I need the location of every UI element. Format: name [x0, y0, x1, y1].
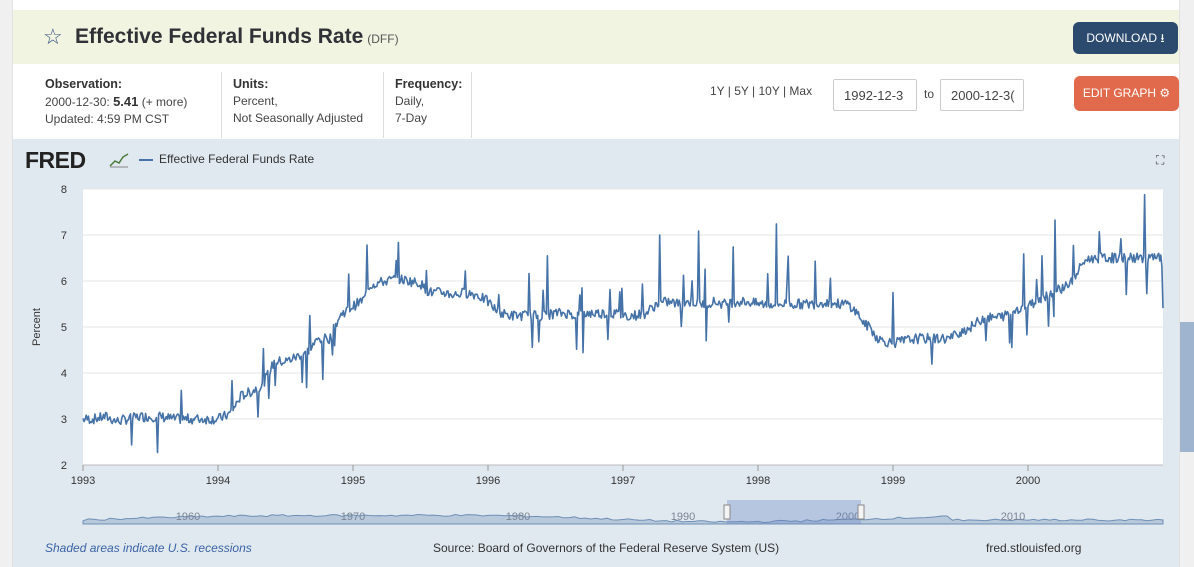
edit-graph-label: EDIT GRAPH	[1082, 86, 1156, 100]
x-tick-label: 1994	[206, 475, 230, 487]
end-date-input[interactable]: 2000-12-3(	[940, 79, 1024, 111]
frequency-line1: Daily,	[395, 94, 425, 108]
y-tick-label: 5	[61, 322, 67, 334]
download-icon: ⭳	[1160, 31, 1165, 45]
series-header: ☆ Effective Federal Funds Rate (DFF) DOWN…	[13, 10, 1179, 64]
observation-more-link[interactable]: (+ more)	[141, 95, 188, 109]
navigator-tick-label: 1970	[341, 511, 365, 523]
source-note: Source: Board of Governors of the Federa…	[433, 541, 780, 555]
navigator-tick-label: 2000	[836, 511, 860, 523]
observation-date: 2000-12-30:	[45, 95, 110, 109]
navigator-handle-right	[857, 504, 865, 520]
right-scrollbar[interactable]	[1179, 0, 1194, 567]
updated-time: Updated: 4:59 PM CST	[45, 112, 170, 126]
frequency-line2: 7-Day	[395, 111, 428, 125]
info-divider	[221, 72, 222, 138]
fred-logo-icon	[109, 151, 129, 168]
site-link[interactable]: fred.stlouisfed.org	[986, 541, 1082, 555]
y-tick-label: 8	[61, 184, 67, 196]
to-label: to	[924, 87, 935, 101]
x-tick-label: 1998	[746, 475, 770, 487]
title-text: Effective Federal Funds Rate	[75, 25, 364, 48]
y-tick-label: 4	[61, 368, 67, 380]
navigator-tick-label: 1990	[671, 511, 695, 523]
chart-svg: 2 3 4 5 6 7 8 Percent 1993 1994 1995 1996 1997 1998 19…	[31, 184, 1164, 525]
y-tick-label: 3	[61, 414, 67, 426]
units-line1: Percent,	[233, 94, 278, 108]
legend-swatch	[139, 158, 153, 161]
y-tick-label: 2	[61, 460, 67, 472]
series-info: Observation: 2000-12-30: 5.41 (+ more) U…	[13, 64, 1179, 139]
navigator-tick-label: 2010	[1001, 511, 1025, 523]
x-tick-label: 1993	[71, 475, 95, 487]
units-block: Units: Percent, Not Seasonally Adjusted	[233, 76, 363, 127]
observation-label: Observation:	[45, 77, 123, 91]
x-tick-label: 1995	[341, 475, 365, 487]
units-label: Units:	[233, 77, 269, 91]
edit-graph-button[interactable]: EDIT GRAPH ⚙	[1074, 76, 1179, 111]
favorite-star-icon[interactable]: ☆	[43, 24, 63, 49]
gear-icon: ⚙	[1159, 86, 1171, 100]
observation-value: 5.41	[113, 94, 139, 109]
expand-icon[interactable]: ⛶	[1156, 153, 1165, 167]
download-button[interactable]: DOWNLOAD ⭳	[1073, 22, 1178, 54]
y-tick-label: 6	[61, 276, 67, 288]
graph-panel: FRED Effective Federal Funds Rate ⛶ 2 3 4 5…	[13, 139, 1179, 567]
info-divider	[383, 72, 384, 138]
navigator-area	[82, 513, 1164, 525]
fred-logo: FRED	[25, 147, 86, 173]
x-tick-label: 1999	[881, 475, 905, 487]
left-border	[0, 0, 13, 567]
info-divider	[471, 72, 472, 138]
scrollbar-thumb[interactable]	[1180, 322, 1194, 452]
x-tick-label: 2000	[1016, 475, 1040, 487]
legend-label: Effective Federal Funds Rate	[159, 152, 315, 166]
navigator-tick-label: 1960	[176, 511, 200, 523]
y-tick-label: 7	[61, 230, 67, 242]
x-tick-label: 1996	[476, 475, 500, 487]
recession-note: Shaded areas indicate U.S. recessions	[45, 541, 252, 555]
navigator-tick-label: 1980	[506, 511, 530, 523]
units-line2: Not Seasonally Adjusted	[233, 111, 364, 125]
series-line	[82, 193, 1164, 454]
frequency-block: Frequency: Daily, 7-Day	[395, 76, 462, 127]
range-links[interactable]: 1Y | 5Y | 10Y | Max	[710, 84, 813, 98]
navigator-handle-left	[723, 504, 731, 520]
navigator-selection	[727, 500, 861, 524]
start-date-input[interactable]: 1992-12-3	[833, 79, 917, 111]
page-title: Effective Federal Funds Rate (DFF)	[75, 25, 399, 49]
x-tick-label: 1997	[611, 475, 635, 487]
observation-block: Observation: 2000-12-30: 5.41 (+ more) U…	[45, 76, 187, 128]
frequency-label: Frequency:	[395, 77, 463, 91]
y-axis-label: Percent	[31, 308, 43, 346]
series-id: (DFF)	[367, 32, 399, 46]
chart-legend: Effective Federal Funds Rate	[139, 152, 314, 166]
download-label: DOWNLOAD	[1086, 31, 1158, 45]
